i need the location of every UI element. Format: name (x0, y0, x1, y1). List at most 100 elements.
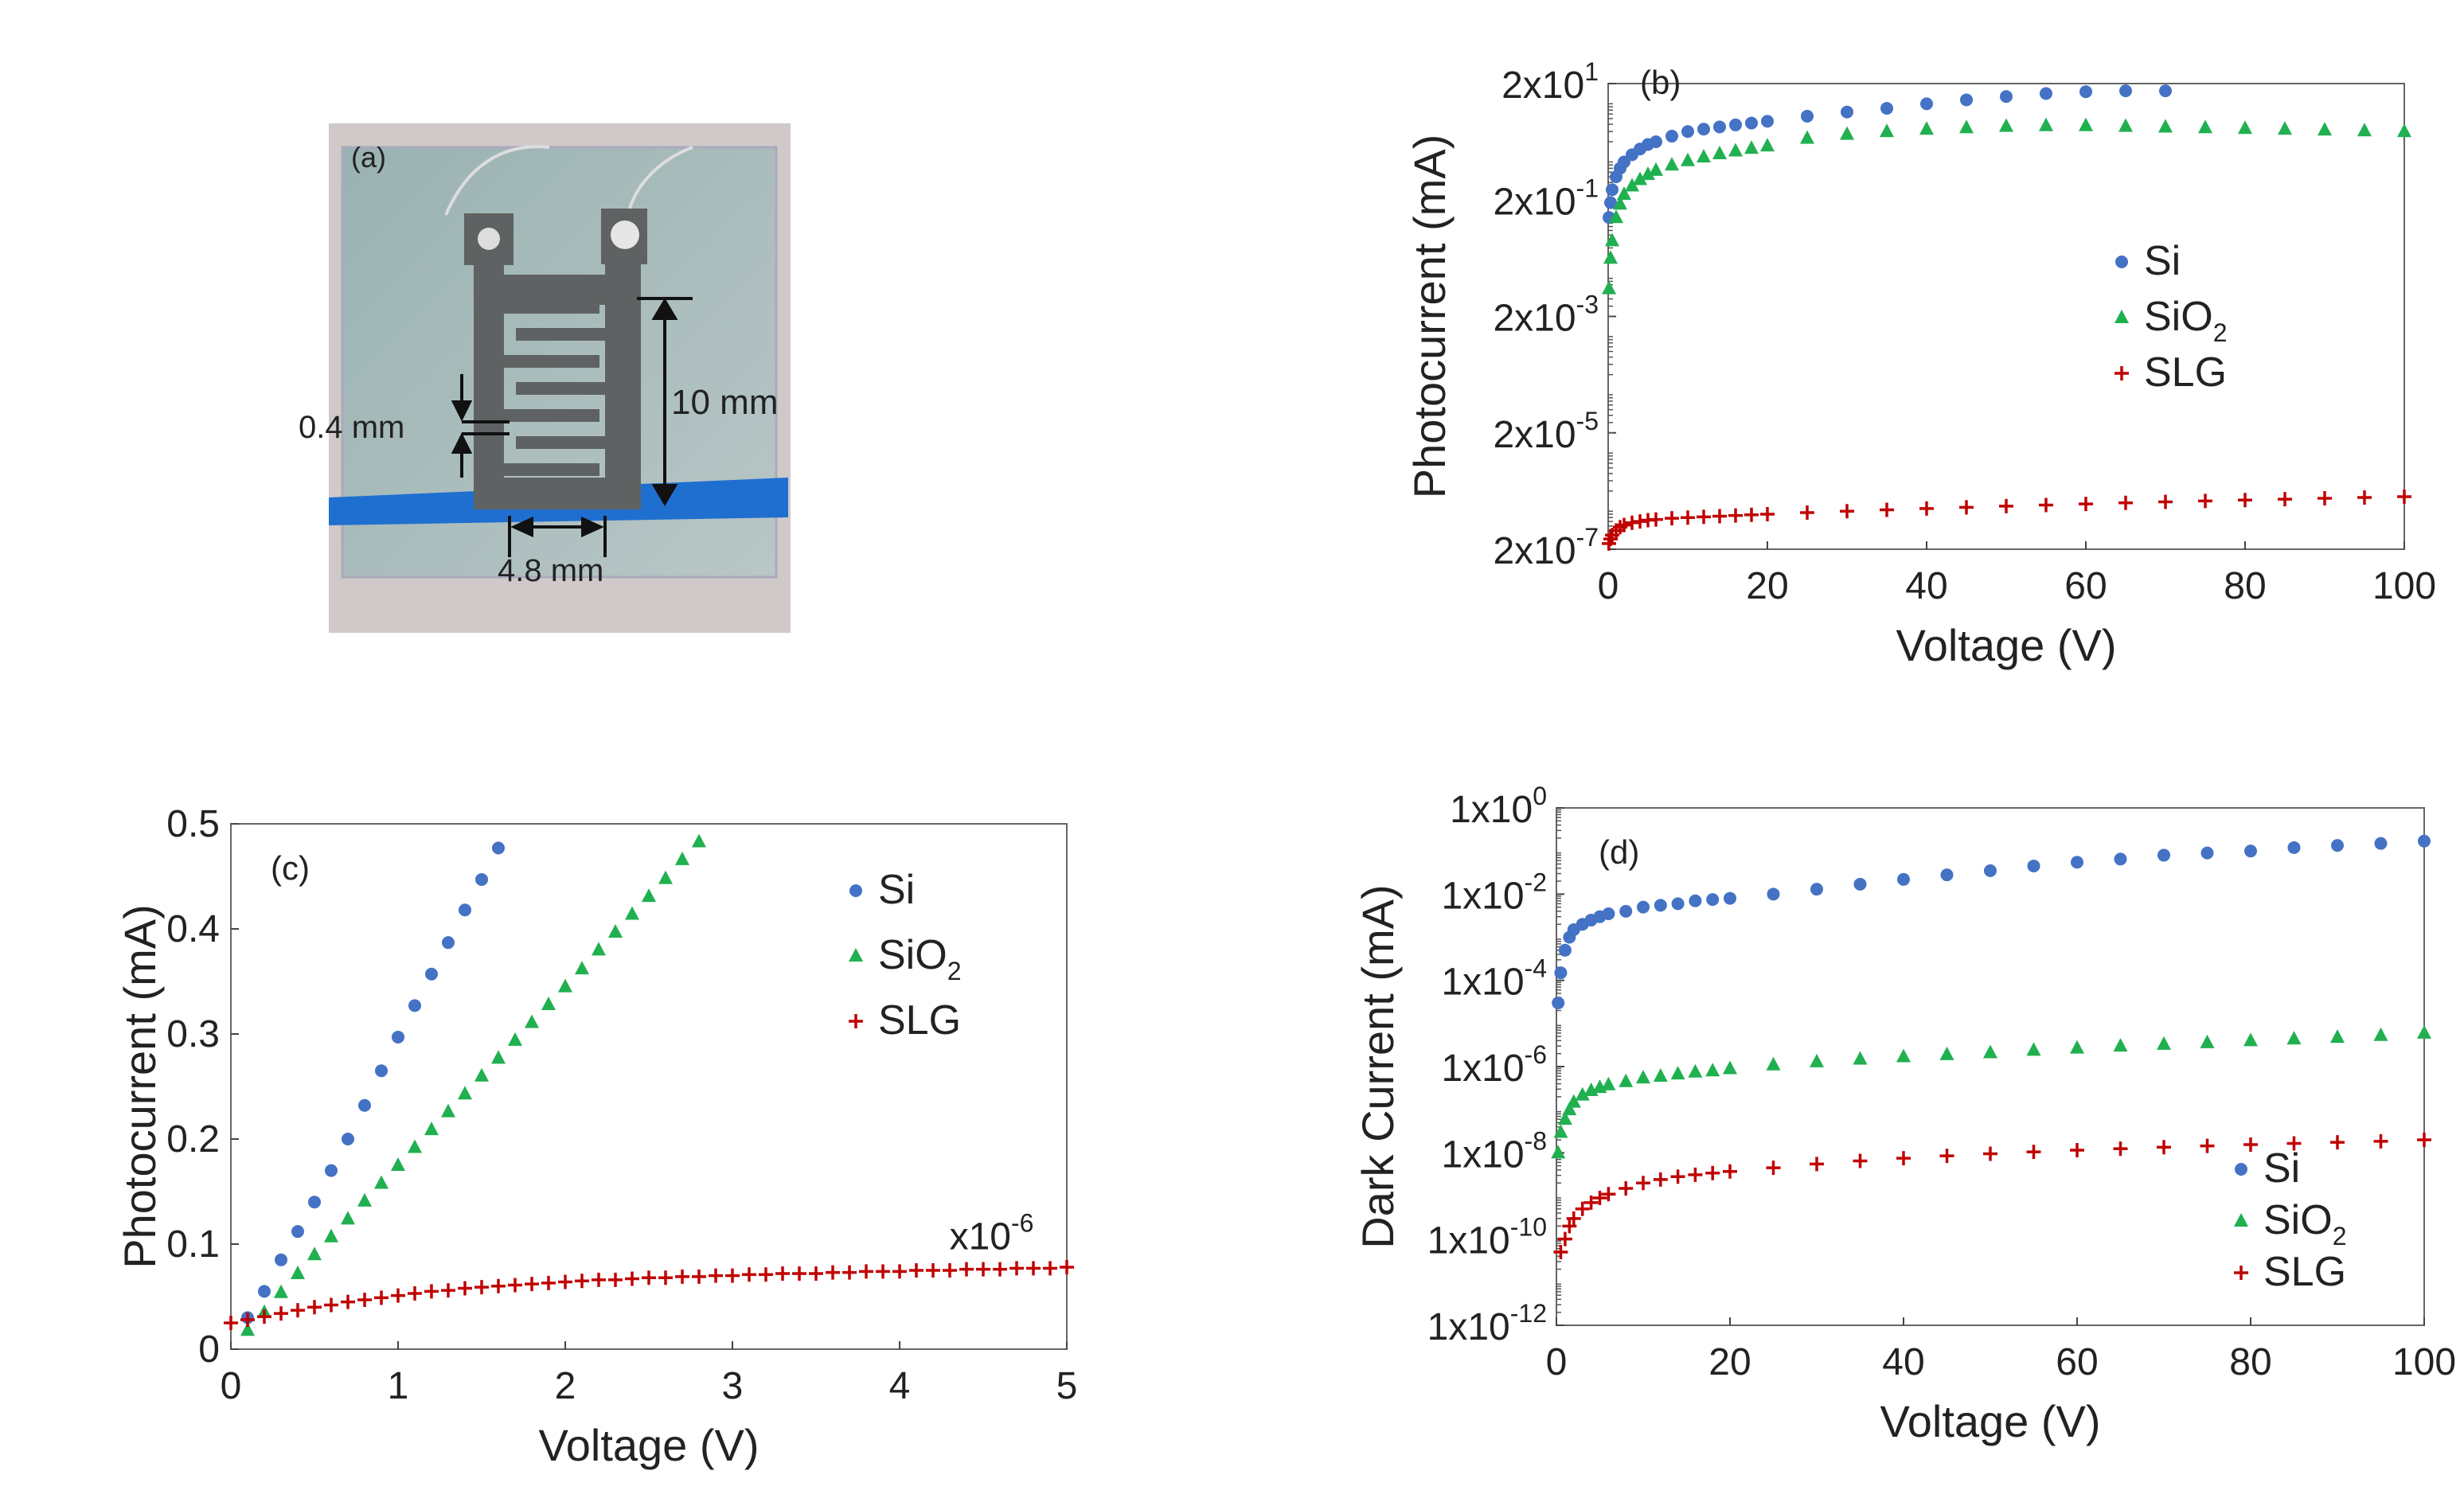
data-point-si (2114, 852, 2127, 866)
data-point-sio2 (1602, 280, 1616, 295)
data-point-slg (1060, 1260, 1074, 1275)
data-point-sio2 (1625, 178, 1639, 192)
legend-marker-sio2 (2115, 310, 2129, 323)
data-point-si (442, 936, 455, 950)
data-point-si (1558, 943, 1572, 957)
data-point-slg (2318, 491, 2332, 506)
series-si (1603, 84, 2172, 224)
data-point-sio2 (240, 1322, 255, 1336)
data-point-sio2 (1681, 152, 1695, 166)
dim-gap-label: 0.4 mm (299, 410, 404, 445)
data-point-sio2 (558, 978, 572, 993)
data-point-slg (1592, 1190, 1607, 1205)
x-tick-label: 0 (221, 1365, 242, 1407)
y-tick-label: 0.3 (166, 1013, 220, 1055)
panel-label: (d) (1599, 833, 1639, 871)
series-sio2 (1551, 1024, 2431, 1159)
y-tick-label: 0.2 (166, 1118, 220, 1161)
data-point-sio2 (2397, 123, 2411, 138)
x-tick-label: 0 (1598, 565, 1619, 607)
data-point-slg (1712, 509, 1727, 524)
data-point-slg (1705, 1165, 1720, 1180)
data-point-si (1681, 125, 1694, 138)
plot-frame-b (1607, 83, 2405, 550)
data-point-si (1761, 115, 1774, 128)
y-tick-label: 2x10-3 (1493, 291, 1599, 340)
data-point-si (2119, 84, 2132, 98)
data-point-slg (2200, 1138, 2215, 1153)
data-point-sio2 (1670, 1066, 1685, 1080)
data-point-sio2 (2026, 1042, 2041, 1056)
data-point-slg (1617, 517, 1631, 533)
data-point-si (2287, 841, 2301, 854)
data-point-si (2200, 846, 2214, 860)
data-point-sio2 (1633, 171, 1647, 185)
data-point-slg (1562, 1219, 1577, 1234)
data-point-sio2 (675, 851, 689, 865)
data-point-sio2 (1649, 162, 1663, 176)
y-tick-label: 1x10-8 (1441, 1126, 1547, 1176)
data-point-sio2 (1653, 1068, 1668, 1083)
data-point-si (1650, 135, 1662, 149)
data-point-slg (876, 1264, 890, 1279)
x-tick-label: 20 (1746, 565, 1788, 607)
x-tick-label: 40 (1882, 1341, 1924, 1383)
data-point-si (1552, 996, 1565, 1009)
data-point-sio2 (2238, 120, 2252, 135)
x-tick-label: 20 (1708, 1341, 1751, 1383)
data-point-sio2 (2286, 1031, 2302, 1045)
data-point-sio2 (625, 906, 639, 920)
scale-annotation: x10-6 (950, 1209, 1034, 1258)
data-point-slg (1009, 1261, 1024, 1276)
data-point-sio2 (642, 888, 656, 903)
legend-label-si: Si (2144, 238, 2181, 284)
data-point-sio2 (2417, 1024, 2431, 1039)
data-point-sio2 (1557, 1111, 1572, 1126)
data-point-sio2 (1605, 232, 1619, 247)
data-point-si (2418, 834, 2431, 848)
legend-marker-slg (2234, 1266, 2248, 1280)
data-point-slg (608, 1272, 623, 1287)
legend-label-si: Si (878, 867, 915, 913)
data-point-sio2 (1983, 1044, 1997, 1059)
data-point-si (1706, 893, 1720, 907)
data-point-slg (1557, 1231, 1572, 1246)
data-point-sio2 (575, 961, 589, 975)
legend-marker-slg (849, 1014, 863, 1028)
data-point-slg (742, 1267, 756, 1282)
data-point-sio2 (1939, 1046, 1954, 1060)
x-tick-label: 5 (1056, 1365, 1078, 1407)
data-point-sio2 (1800, 130, 1814, 144)
data-point-slg (2373, 1133, 2388, 1149)
legend-marker-si (2235, 1163, 2247, 1176)
y-tick-label: 0.1 (166, 1223, 220, 1266)
data-point-slg (775, 1266, 790, 1281)
data-point-slg (943, 1263, 957, 1278)
data-point-slg (458, 1281, 472, 1296)
data-point-si (1619, 904, 1633, 918)
data-point-si (291, 1225, 304, 1239)
data-point-si (1665, 130, 1678, 143)
series-si (1552, 834, 2431, 1009)
data-point-slg (1760, 506, 1775, 521)
y-tick-label: 2x10-5 (1493, 407, 1599, 456)
data-point-slg (1575, 1201, 1590, 1216)
data-point-slg (541, 1275, 556, 1290)
data-point-sio2 (2357, 123, 2372, 137)
data-point-si (408, 999, 421, 1012)
data-point-si (1671, 897, 1685, 911)
data-point-slg (224, 1316, 238, 1330)
data-point-si (1554, 966, 1568, 980)
data-point-slg (1601, 1187, 1616, 1202)
data-point-si (2157, 849, 2170, 862)
data-point-si (1745, 116, 1758, 130)
data-point-slg (1681, 510, 1695, 525)
data-point-slg (257, 1309, 271, 1324)
data-point-slg (642, 1270, 656, 1285)
data-point-slg (424, 1284, 439, 1299)
data-point-sio2 (474, 1067, 489, 1082)
data-point-slg (441, 1283, 455, 1298)
data-point-slg (1566, 1211, 1581, 1226)
